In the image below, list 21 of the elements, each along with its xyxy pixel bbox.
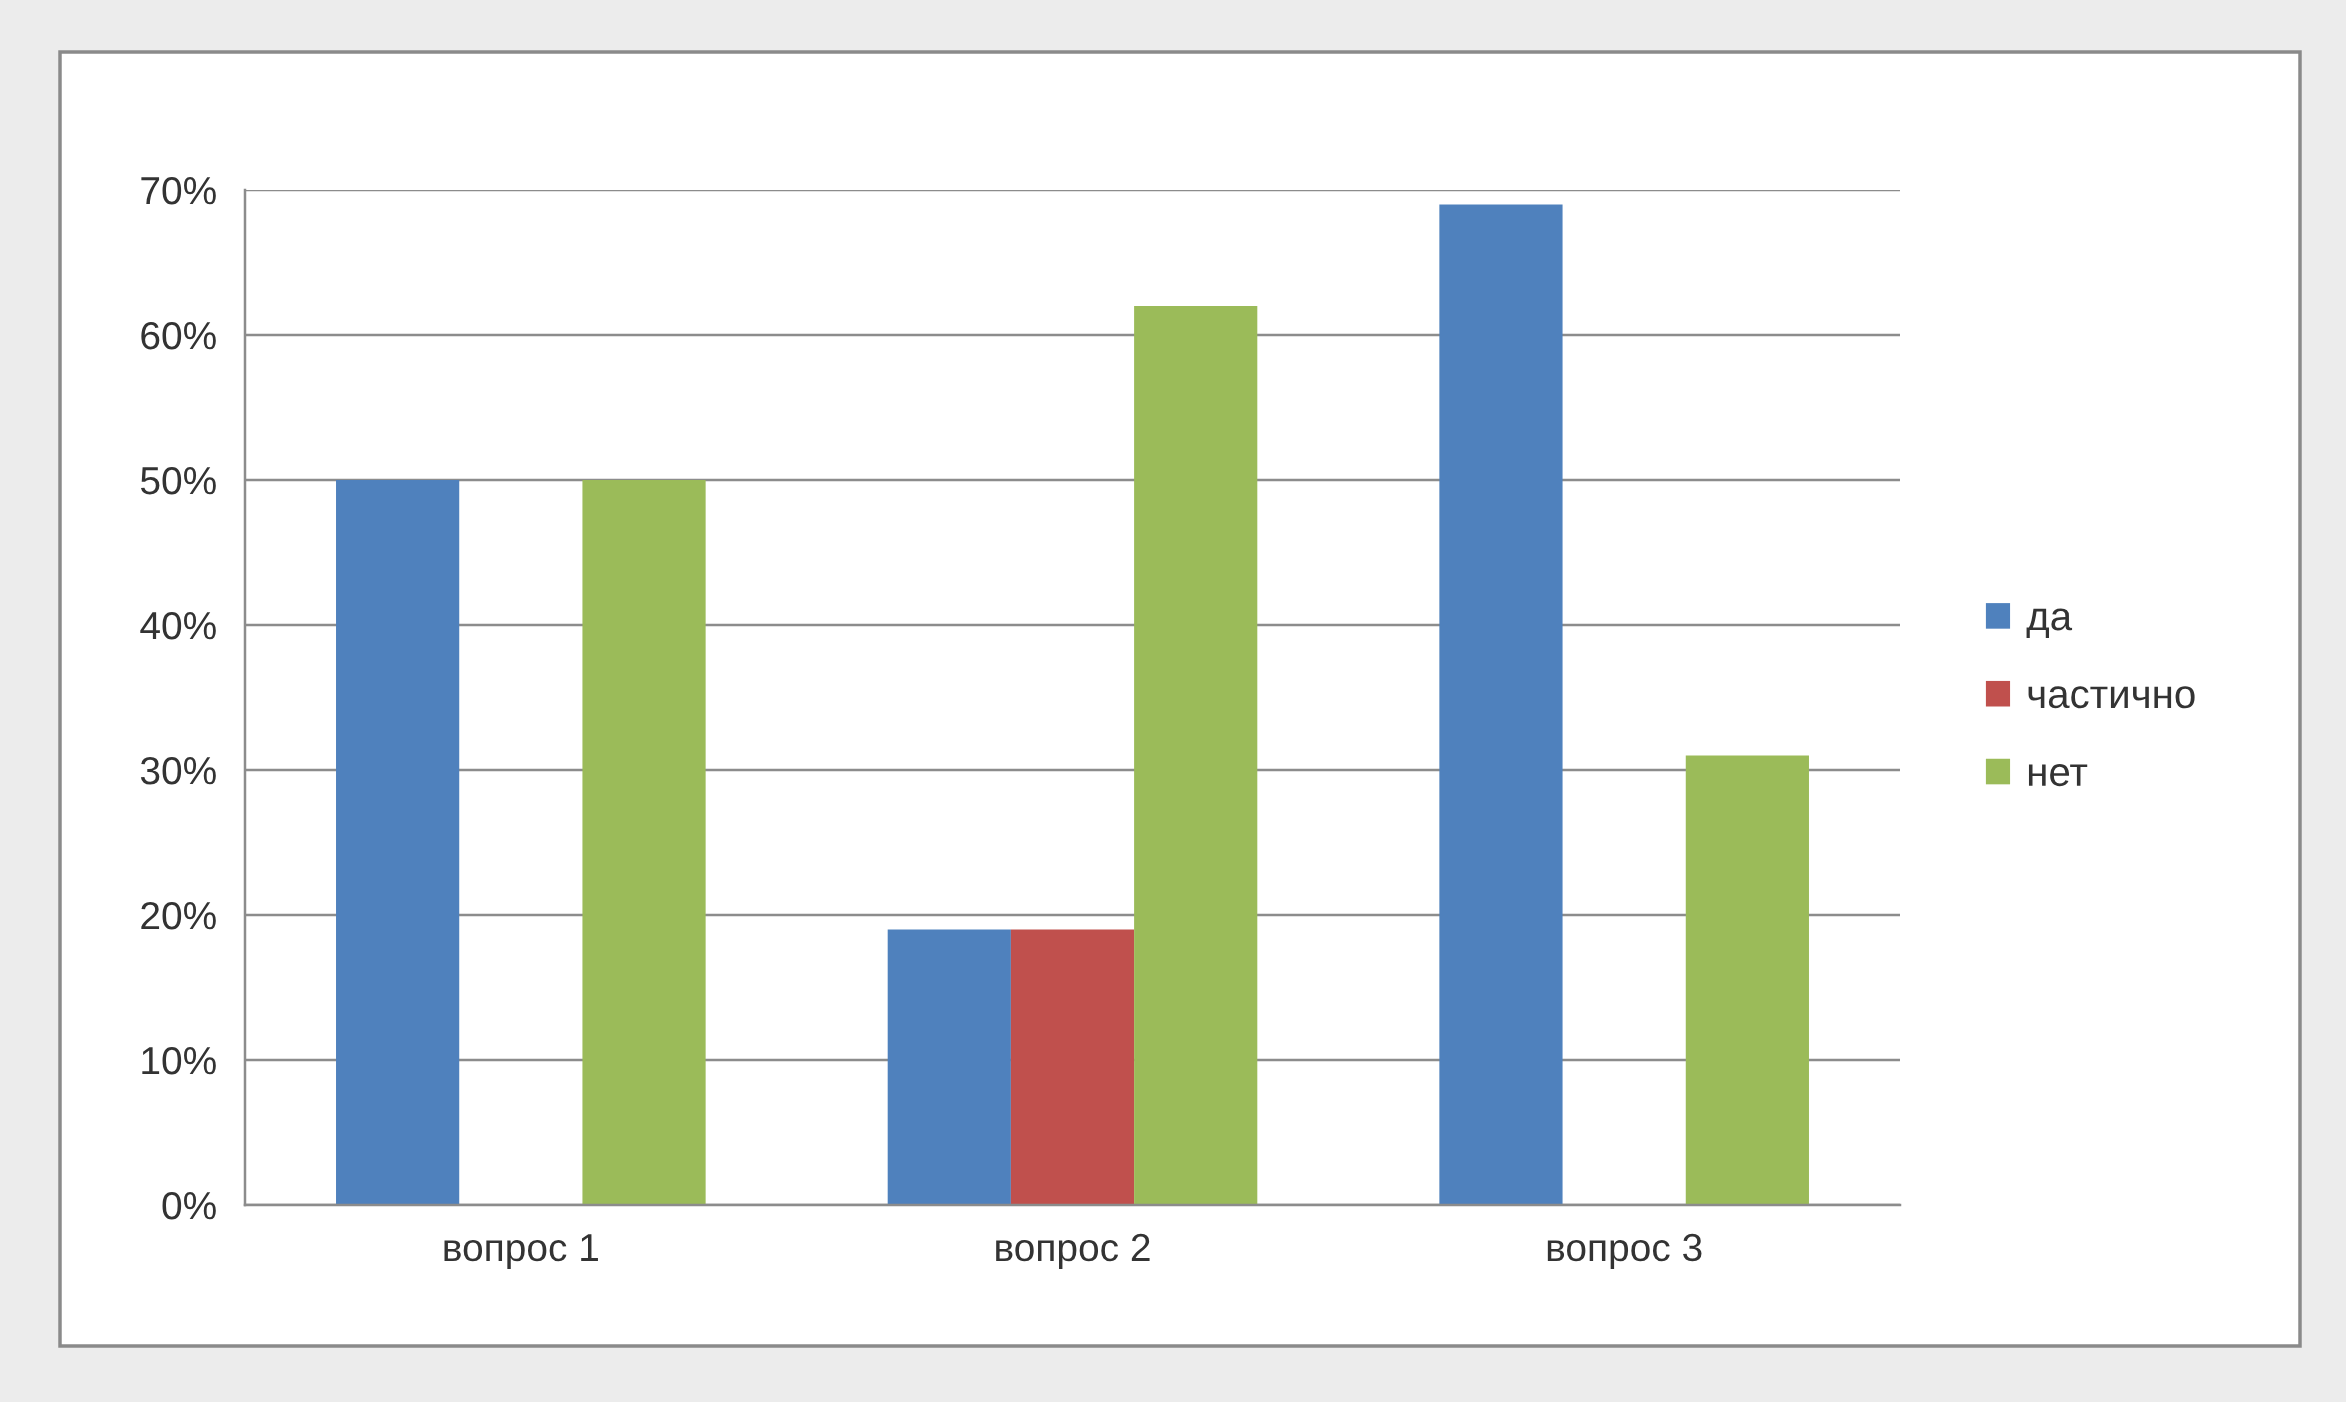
legend-label: частично xyxy=(2028,686,2195,709)
y-tick-label: 40% xyxy=(140,611,216,640)
x-tick-label: вопрос 1 xyxy=(444,1234,598,1270)
x-tick-label: вопрос 2 xyxy=(996,1233,1150,1270)
x-tick-label: вопрос 3 xyxy=(1547,1233,1702,1270)
bar xyxy=(582,480,706,1205)
bar xyxy=(1010,929,1135,1205)
y-tick-label: 0% xyxy=(162,1191,216,1220)
y-tick-label: 20% xyxy=(141,901,216,930)
bar xyxy=(1439,204,1563,1205)
y-tick-label: 60% xyxy=(141,321,216,350)
y-tick-label: 50% xyxy=(140,466,216,495)
bar xyxy=(1685,755,1809,1205)
bar xyxy=(1134,306,1258,1205)
legend-label: да xyxy=(2026,608,2073,639)
y-tick-label: 30% xyxy=(140,756,216,785)
bar xyxy=(887,929,1011,1205)
bar xyxy=(336,480,460,1205)
y-tick-label: 10% xyxy=(142,1046,216,1075)
y-tick-label: 70% xyxy=(141,176,216,205)
legend-label: нет xyxy=(2028,764,2088,787)
